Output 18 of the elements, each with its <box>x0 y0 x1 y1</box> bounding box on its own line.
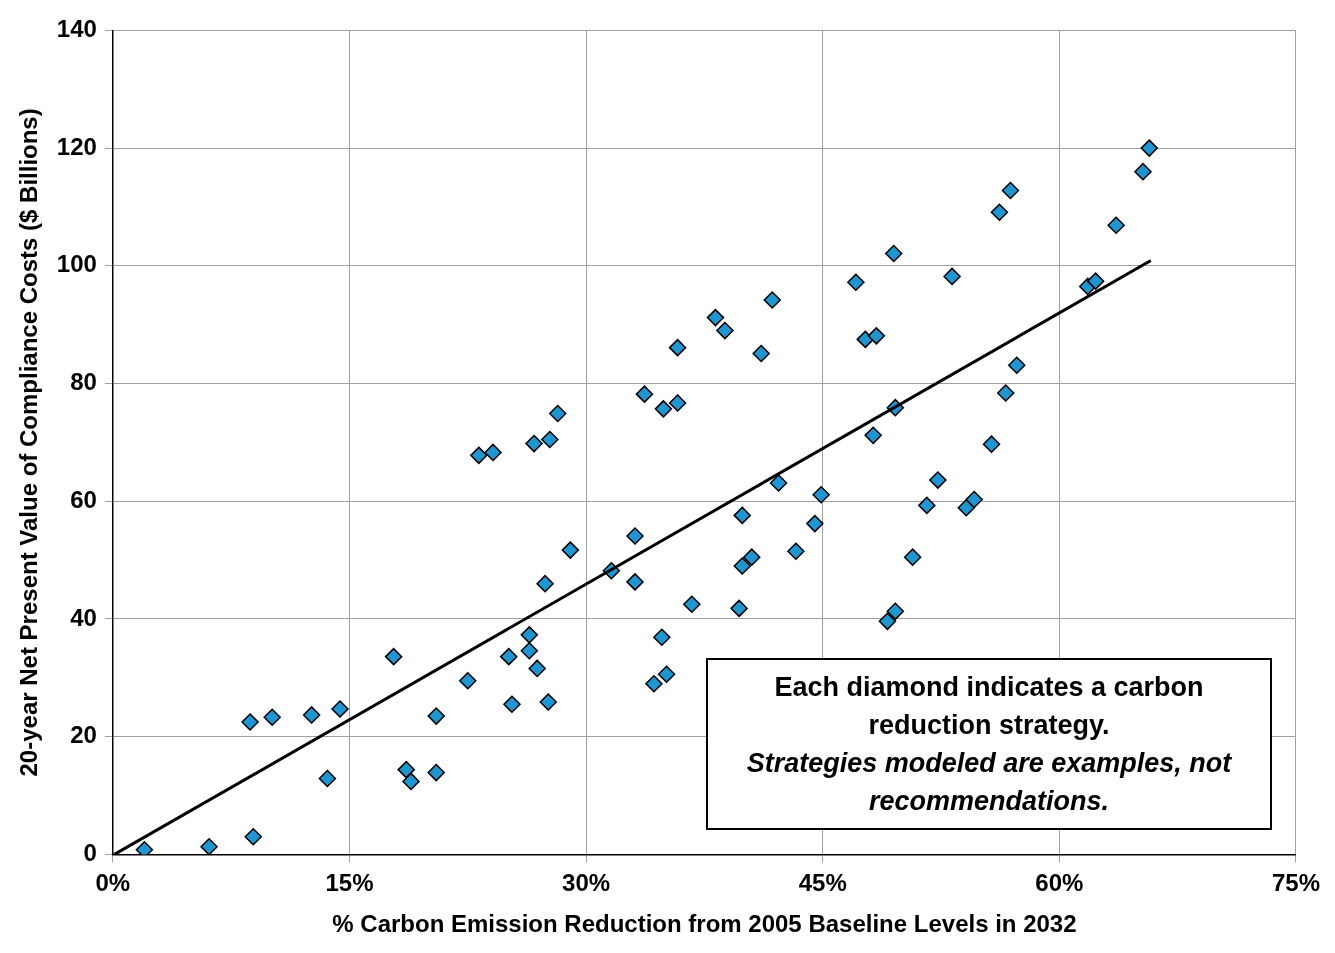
y-tick-label: 60 <box>70 485 97 513</box>
annotation: Each diamond indicates a carbon reduction strategy. <box>773 671 1205 742</box>
x-tick-label: 45% <box>798 869 847 897</box>
annotation: Strategies modeled are examples, not recommendations. <box>745 747 1233 818</box>
x-tick-label: 15% <box>325 869 374 897</box>
x-tick-label: 30% <box>562 869 611 897</box>
y-tick-label: 40 <box>70 603 97 631</box>
y-axis-title: 20-year Net Present Value of Compliance Costs ($ Billions) <box>15 108 43 777</box>
x-tick-label: 75% <box>1271 869 1321 897</box>
x-tick-label: 0% <box>95 869 131 897</box>
y-tick-label: 140 <box>56 15 97 43</box>
y-tick-label: 80 <box>70 368 97 396</box>
y-tick-label: 120 <box>56 132 97 160</box>
y-tick-label: 0 <box>83 839 97 867</box>
y-tick-label: 20 <box>70 721 97 749</box>
x-axis-title: % Carbon Emission Reduction from 2005 Baseline Levels in 2032 <box>332 910 1077 938</box>
x-tick-label: 60% <box>1035 869 1084 897</box>
y-tick-label: 100 <box>56 250 97 278</box>
